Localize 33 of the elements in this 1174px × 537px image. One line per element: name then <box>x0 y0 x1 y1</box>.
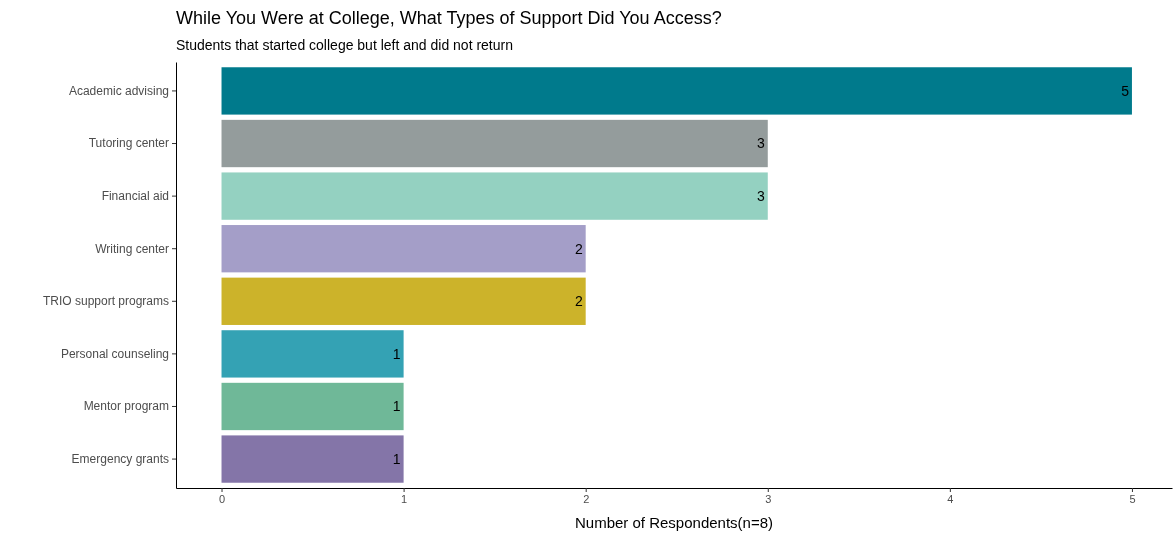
y-tick-label: Personal counseling <box>60 346 169 361</box>
data-label: 3 <box>756 135 765 152</box>
x-tick-label: 0 <box>218 492 226 505</box>
data-label: 3 <box>756 188 765 205</box>
data-label: 1 <box>392 398 401 415</box>
bar <box>221 330 404 378</box>
y-tick-label: Mentor program <box>83 399 169 414</box>
bar <box>221 67 1132 115</box>
bar <box>221 435 404 483</box>
data-label: 5 <box>1121 82 1130 99</box>
bar <box>221 172 768 220</box>
x-tick-label: 2 <box>583 492 590 505</box>
y-tick-label: Tutoring center <box>88 136 169 151</box>
y-tick-label: Financial aid <box>101 188 169 203</box>
y-tick-label: Writing center <box>95 241 169 256</box>
bar <box>221 119 768 168</box>
data-label: 2 <box>574 293 583 310</box>
data-label: 2 <box>574 240 583 257</box>
x-tick-label: 4 <box>947 492 954 505</box>
data-label: 1 <box>392 345 401 362</box>
x-tick-label: 1 <box>401 492 408 505</box>
chart-title: While You Were at College, What Types of Support Did You Access? <box>176 8 722 28</box>
x-tick-label: 5 <box>1129 492 1136 505</box>
y-tick-label: TRIO support programs <box>42 294 169 309</box>
y-tick-label: Emergency grants <box>71 451 169 466</box>
bar <box>221 277 586 325</box>
y-tick-label: Academic advising <box>68 83 169 98</box>
bar <box>221 382 404 431</box>
x-axis-title: Number of Respondents(n=8) <box>574 514 774 531</box>
bar <box>221 225 586 273</box>
data-label: 1 <box>392 450 401 467</box>
chart-subtitle: Students that started college but left and did not return <box>176 37 513 53</box>
x-tick-label: 3 <box>765 492 772 505</box>
